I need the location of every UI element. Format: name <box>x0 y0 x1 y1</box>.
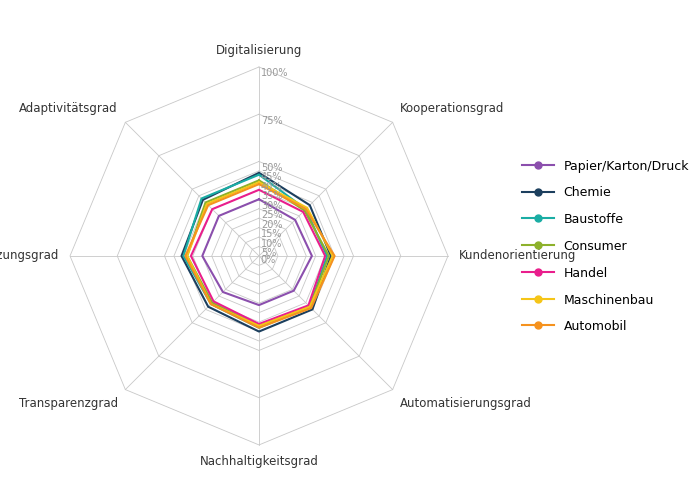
Text: 30%: 30% <box>261 201 282 211</box>
Text: 40%: 40% <box>261 182 282 192</box>
Text: 15%: 15% <box>261 229 282 239</box>
Text: 25%: 25% <box>261 210 283 220</box>
Text: Automatisierungsgrad: Automatisierungsgrad <box>400 397 532 410</box>
Text: Digitalisierung: Digitalisierung <box>216 43 302 57</box>
Legend: Papier/Karton/Druck, Chemie, Baustoffe, Consumer, Handel, Maschinenbau, Automobi: Papier/Karton/Druck, Chemie, Baustoffe, … <box>517 155 694 338</box>
Text: 0%: 0% <box>260 255 275 265</box>
Text: Nachhaltigkeitsgrad: Nachhaltigkeitsgrad <box>199 456 318 468</box>
Text: 50%: 50% <box>261 163 282 173</box>
Text: Transparenzgrad: Transparenzgrad <box>19 397 118 410</box>
Text: Kundenorientierung: Kundenorientierung <box>458 249 576 262</box>
Text: 100%: 100% <box>261 69 288 78</box>
Text: 10%: 10% <box>261 239 282 248</box>
Text: 75%: 75% <box>261 116 283 126</box>
Text: 45%: 45% <box>261 173 282 182</box>
Text: 5%: 5% <box>261 248 277 258</box>
Text: Informationsnutzungsgrad: Informationsnutzungsgrad <box>0 249 60 262</box>
Text: 35%: 35% <box>261 191 282 201</box>
Text: Kooperationsgrad: Kooperationsgrad <box>400 102 505 115</box>
Text: 20%: 20% <box>261 220 282 230</box>
Text: Adaptivitätsgrad: Adaptivitätsgrad <box>20 102 118 115</box>
